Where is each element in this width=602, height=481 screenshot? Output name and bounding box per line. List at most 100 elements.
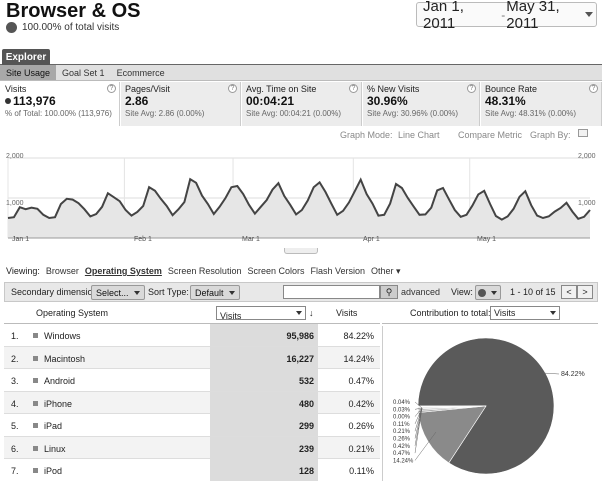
series-area [8, 179, 590, 238]
contribution-pie-chart: 84.22% 0.04% 0.03% 0.00% 0.11% 0.21% 0.26% 0.42… [382, 326, 598, 481]
metric-value: 00:04:21 [246, 94, 295, 108]
row-index: 2. [11, 353, 19, 364]
view-label: View: [451, 287, 473, 297]
sort-type-select[interactable]: Default [190, 285, 240, 300]
sort-metric-value: Visits [220, 311, 242, 321]
table-search-input[interactable] [283, 285, 380, 299]
metric-bounce-rate[interactable]: Bounce Rate 48.31% Site Avg: 48.31% (0.0… [480, 82, 602, 126]
dimension-other[interactable]: Other ▾ [371, 266, 401, 276]
os-name[interactable]: Linux [44, 443, 66, 454]
row-index: 1. [11, 331, 19, 341]
search-icon[interactable]: ⚲ [380, 285, 398, 299]
secondary-dimension-select[interactable]: Select... [91, 285, 145, 300]
series-dot-icon [5, 98, 11, 104]
metrics-scorecard: Visits 113,976 % of Total: 100.00% (113,… [0, 82, 602, 126]
dimension-screen-resolution[interactable]: Screen Resolution [167, 266, 242, 276]
contribution-label: Contribution to total: [410, 308, 491, 318]
visits-percent: 0.21% [348, 443, 374, 454]
pie-view-icon [478, 288, 486, 297]
pager-next-button[interactable]: > [577, 285, 593, 299]
sort-metric-select[interactable]: Visits [216, 306, 306, 321]
metric-new-visits[interactable]: % New Visits 30.96% Site Avg: 30.96% (0.… [362, 82, 480, 126]
table-row[interactable]: 2. Macintosh 16,227 14.24% [4, 346, 380, 369]
dimension-screen-colors[interactable]: Screen Colors [247, 266, 305, 276]
os-name[interactable]: Android [44, 376, 76, 386]
metric-value-text: 113,976 [13, 94, 56, 108]
metric-label: Pages/Visit [125, 84, 170, 94]
table-row[interactable]: 7. iPod 128 0.11% [4, 459, 380, 481]
legend-swatch-icon [33, 333, 38, 338]
metric-pages-visit[interactable]: Pages/Visit 2.86 Site Avg: 2.86 (0.00%) … [120, 82, 241, 126]
metric-value: 2.86 [125, 94, 149, 108]
pie-label: 0.42% [393, 444, 411, 450]
help-icon[interactable]: ? [349, 84, 358, 93]
pie-label: 0.26% [393, 437, 411, 443]
metric-group-tabs: Site Usage Goal Set 1 Ecommerce [0, 65, 602, 81]
chart-resize-handle[interactable] [284, 248, 318, 254]
column-header-dimension[interactable]: Operating System [36, 308, 109, 318]
visits-value: 95,986 [210, 324, 318, 346]
advanced-filter-link[interactable]: advanced [401, 287, 441, 297]
metric-label: Avg. Time on Site [246, 84, 317, 94]
pie-slice[interactable] [417, 405, 487, 464]
tab-explorer[interactable]: Explorer [2, 49, 50, 65]
sort-type-label: Sort Type: [148, 287, 189, 297]
pager-prev-button[interactable]: < [561, 285, 577, 299]
legend-swatch-icon [33, 468, 38, 473]
os-name[interactable]: iPad [44, 421, 63, 431]
help-icon[interactable]: ? [589, 84, 598, 93]
table-header: Operating System Visits ↓ Visits [4, 304, 380, 324]
date-range-picker[interactable]: Jan 1, 2011 - May 31, 2011 [416, 0, 597, 32]
pie-label: 0.21% [393, 429, 411, 435]
pie-leader-line [414, 401, 423, 409]
dimension-operating-system[interactable]: Operating System [84, 266, 162, 276]
graph-mode-link[interactable]: Line Chart [398, 130, 440, 140]
view-type-select[interactable] [475, 285, 501, 300]
chevron-down-icon [491, 290, 497, 295]
date-end: May 31, 2011 [506, 0, 560, 32]
graph-options: Graph Mode: Line Chart Compare Metric Gr… [0, 129, 602, 142]
tab-ecommerce[interactable]: Ecommerce [116, 67, 165, 78]
graph-mode-label: Graph Mode: [340, 130, 393, 140]
help-icon[interactable]: ? [467, 84, 476, 93]
tab-goal-set-1[interactable]: Goal Set 1 [62, 67, 105, 78]
chevron-down-icon [133, 290, 140, 295]
pie-leader-line [414, 431, 437, 461]
help-icon[interactable]: ? [228, 84, 237, 93]
tab-site-usage[interactable]: Site Usage [0, 65, 57, 80]
visits-value: 128 [210, 459, 318, 481]
legend-swatch-icon [33, 423, 38, 428]
metric-label: Visits [5, 84, 27, 94]
metric-subtext: Site Avg: 2.86 (0.00%) [125, 109, 205, 118]
visits-value: 532 [210, 369, 318, 391]
metric-subtext: % of Total: 100.00% (113,976) [5, 109, 112, 118]
segment-summary-text: 100.00% of total visits [22, 22, 120, 33]
table-row[interactable]: 4. iPhone 480 0.42% [4, 391, 380, 414]
metric-visits[interactable]: Visits 113,976 % of Total: 100.00% (113,… [0, 82, 120, 126]
dimension-flash-version[interactable]: Flash Version [310, 266, 366, 276]
os-name[interactable]: Windows [44, 331, 81, 341]
contribution-metric-value: Visits [494, 308, 516, 318]
sort-arrow-icon[interactable]: ↓ [309, 308, 314, 318]
os-name[interactable]: iPhone [44, 398, 73, 409]
metric-value: 48.31% [485, 94, 526, 108]
column-header-visits[interactable]: Visits [336, 308, 358, 318]
x-tick-label: Jan 1 [12, 236, 30, 243]
y-tick-left: 1,000 [6, 200, 24, 207]
visits-value: 239 [210, 436, 318, 459]
legend-swatch-icon [33, 355, 38, 361]
metric-avg-time[interactable]: Avg. Time on Site 00:04:21 Site Avg: 00:… [241, 82, 362, 126]
table-row[interactable]: 6. Linux 239 0.21% [4, 436, 380, 459]
table-row[interactable]: 1. Windows 95,986 84.22% [4, 324, 380, 347]
os-name[interactable]: Macintosh [44, 353, 86, 364]
help-icon[interactable]: ? [107, 84, 116, 93]
chevron-down-icon [585, 12, 593, 17]
contribution-metric-select[interactable]: Visits [490, 306, 560, 320]
os-name[interactable]: iPod [44, 466, 63, 476]
dimension-browser[interactable]: Browser [45, 266, 79, 276]
row-index: 5. [11, 421, 19, 431]
table-row[interactable]: 5. iPad 299 0.26% [4, 414, 380, 437]
table-row[interactable]: 3. Android 532 0.47% [4, 369, 380, 392]
compare-metric-link[interactable]: Compare Metric [458, 130, 523, 140]
pie-slice[interactable] [417, 337, 555, 475]
